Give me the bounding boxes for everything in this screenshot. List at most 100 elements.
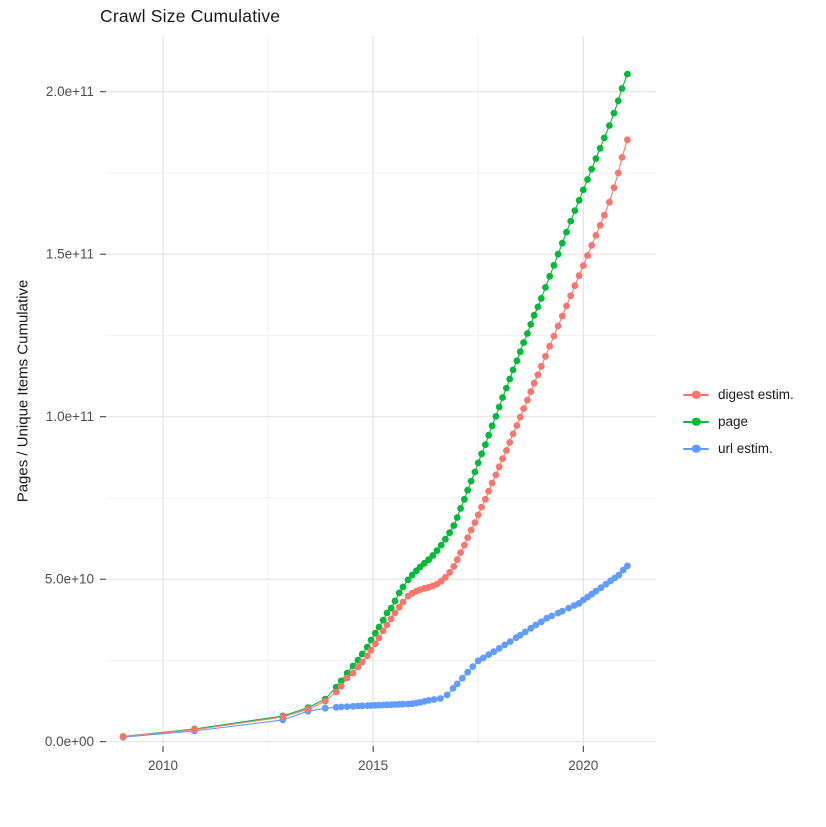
legend: digest estim. page url estim. [683,381,794,462]
x-tick-label: 2015 [358,758,388,773]
y-tick-label: 0.0e+00 [45,734,94,749]
data-point [554,250,562,258]
data-point [343,674,351,682]
data-point [337,677,345,685]
data-point [482,441,489,449]
data-point [550,332,558,340]
data-point [488,422,496,430]
data-point [482,495,489,503]
data-point [485,487,493,495]
data-point [358,658,366,666]
data-point [527,321,535,328]
series-line-url-estim- [123,565,628,738]
data-point [485,651,493,658]
data-point [430,696,438,703]
data-point [367,636,375,644]
data-point [530,379,538,387]
data-point [614,169,622,177]
data-point [567,292,575,300]
data-point [606,122,613,129]
data-point [563,302,570,310]
data-point [542,284,549,291]
data-point [467,526,475,534]
data-point [464,486,472,494]
data-point [349,702,357,710]
legend-key-page [683,413,709,430]
x-tick-label: 2010 [148,758,178,773]
data-point [558,607,566,615]
y-tick-label: 5.0e+10 [45,572,94,587]
data-point [534,371,542,379]
data-point [437,695,444,702]
data-point [479,654,487,662]
data-point [495,463,503,471]
legend-label: digest estim. [718,387,794,402]
data-point [596,144,604,152]
data-point [367,646,375,654]
data-point [592,587,600,595]
data-point [565,604,572,612]
data-point [471,519,479,527]
data-point [588,165,596,173]
data-point [506,638,514,645]
data-point [450,522,458,529]
data-point [446,569,453,576]
data-point [490,648,498,656]
data-point [520,339,527,346]
data-point [618,154,626,161]
data-point [615,571,623,579]
data-point [527,388,535,396]
data-point [537,362,545,370]
data-point [457,505,464,512]
data-point [506,375,514,383]
y-tick-label: 2.0e+11 [46,84,94,99]
data-point [453,514,461,521]
data-point [371,629,379,637]
data-point [383,621,391,629]
data-point [596,221,604,229]
data-point [495,403,503,411]
data-point [597,584,605,592]
data-point [600,211,608,219]
data-point [600,134,608,142]
data-point [343,703,351,710]
data-point [332,703,340,711]
data-point [579,186,587,194]
data-point [358,702,366,710]
data-point [624,562,631,570]
data-point [516,631,524,639]
data-point [304,705,312,713]
data-point [119,733,127,740]
data-point [395,589,403,597]
data-point [437,541,445,549]
data-point [442,535,449,543]
data-point [614,97,622,105]
data-point [379,616,387,624]
data-point [571,282,579,290]
data-point [461,541,468,549]
data-point [509,430,517,438]
data-point [321,704,329,712]
data-point [542,352,549,360]
chart-title: Crawl Size Cumulative [100,6,281,26]
data-point [478,450,485,458]
y-tick-label: 1.5e+11 [46,247,94,262]
data-point [399,583,407,591]
data-point [391,609,399,617]
data-point [425,556,432,564]
legend-label: url estim. [718,441,773,456]
data-point [503,447,510,454]
legend-key-url-estim [683,440,709,457]
data-point [513,357,521,365]
data-point [433,547,441,554]
data-point [584,176,591,183]
data-point [546,272,554,280]
data-point [488,479,496,487]
data-point [534,303,542,311]
data-point [503,384,510,392]
legend-point-icon [691,444,701,453]
data-point [506,439,514,446]
data-point [567,217,575,225]
legend-key-digest-estim [683,386,709,403]
data-point [509,366,517,374]
